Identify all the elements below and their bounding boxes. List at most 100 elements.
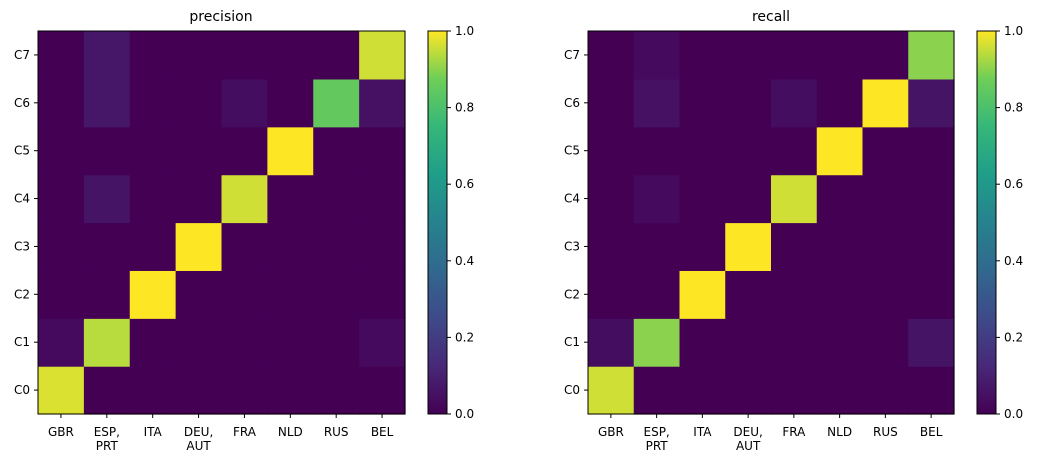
heatmap-cell xyxy=(725,174,772,224)
heatmap-cell xyxy=(359,318,406,367)
heatmap-cell xyxy=(83,78,131,128)
heatmap-cell xyxy=(771,366,818,415)
heatmap-cell xyxy=(38,270,85,319)
x-tick-label: RUS xyxy=(324,425,349,439)
x-tick-label: BEL xyxy=(371,425,394,439)
heatmap-cell xyxy=(862,31,909,80)
heatmap-cell xyxy=(679,366,726,415)
heatmap-cell xyxy=(862,78,909,128)
heatmap-cell xyxy=(129,126,177,176)
heatmap-cell xyxy=(862,270,909,319)
colorbar xyxy=(976,30,997,415)
heatmap-cell xyxy=(129,318,177,367)
x-tick-label: NLD xyxy=(278,425,303,439)
heatmap-cell xyxy=(588,126,635,176)
heatmap-cell xyxy=(267,174,314,224)
x-tick-label: DEU, AUT xyxy=(184,425,213,453)
heatmap-cell xyxy=(38,366,85,415)
heatmap-cell xyxy=(38,31,85,80)
heatmap-cell xyxy=(633,222,681,271)
heatmap-cell xyxy=(679,174,726,224)
x-axis-ticks: GBR ESP, PRT ITA DEU, AUT FRA NLD RUS BEL xyxy=(48,414,394,453)
colorbar-tick-label: 0.0 xyxy=(455,407,474,421)
heatmap-cell xyxy=(359,222,406,271)
y-tick-label: C6 xyxy=(564,96,580,110)
heatmap-cell xyxy=(129,78,177,128)
y-tick-label: C5 xyxy=(14,144,30,158)
heatmap-cell xyxy=(771,31,818,80)
heatmap-cell xyxy=(633,174,681,224)
heatmap-cell xyxy=(359,31,406,80)
heatmap-cell xyxy=(633,366,681,415)
heatmap-cell xyxy=(175,78,223,128)
heatmap-cell xyxy=(771,78,818,128)
y-tick-label: C7 xyxy=(14,48,30,62)
heatmap-cell xyxy=(313,126,360,176)
heatmap-cell xyxy=(679,222,726,271)
x-tick-label: RUS xyxy=(873,425,898,439)
colorbar-tick-label: 0.2 xyxy=(455,330,474,344)
colorbar-tick-label: 0.8 xyxy=(455,101,474,115)
heatmap-cell xyxy=(359,126,406,176)
heatmap-cell xyxy=(175,31,223,80)
heatmap-cell xyxy=(267,222,314,271)
plot-frame xyxy=(37,30,406,415)
y-tick-label: C2 xyxy=(564,287,580,301)
heatmap-cell xyxy=(83,174,131,224)
heatmap-cell xyxy=(175,318,223,367)
heatmap-cell xyxy=(221,270,268,319)
heatmap-cell xyxy=(313,222,360,271)
heatmap-cell xyxy=(679,270,726,319)
heatmap-cell xyxy=(816,174,864,224)
x-tick-label: ESP, PRT xyxy=(644,425,670,453)
heatmap-cell xyxy=(771,270,818,319)
x-tick-label: FRA xyxy=(233,425,257,439)
heatmap-cell xyxy=(38,222,85,271)
heatmap-cell xyxy=(908,31,955,80)
heatmap-cell xyxy=(38,78,85,128)
heatmap-cell xyxy=(588,318,635,367)
heatmap-cell xyxy=(313,318,360,367)
y-axis-ticks: C0 C1 C2 C3 C4 C5 C6 C7 xyxy=(14,48,38,397)
heatmap-cell xyxy=(862,222,909,271)
x-tick-label: GBR xyxy=(598,425,624,439)
heatmap-cell xyxy=(221,31,268,80)
heatmap-cell xyxy=(679,318,726,367)
plot-frame xyxy=(587,30,955,415)
heatmap-cell xyxy=(129,222,177,271)
heatmap-cell xyxy=(267,31,314,80)
y-tick-label: C0 xyxy=(14,383,30,397)
colorbar-tick-label: 1.0 xyxy=(1004,24,1023,38)
colorbar-ticks: 0.0 0.2 0.4 0.6 0.8 1.0 xyxy=(996,24,1023,421)
colorbar-tick-label: 0.8 xyxy=(1004,101,1023,115)
heatmap-cell xyxy=(38,174,85,224)
heatmap-cell xyxy=(83,126,131,176)
heatmap-cell xyxy=(175,270,223,319)
heatmap-cell xyxy=(313,174,360,224)
colorbar-ticks: 0.0 0.2 0.4 0.6 0.8 1.0 xyxy=(447,24,474,421)
heatmap-cell xyxy=(725,126,772,176)
heatmap-cell xyxy=(38,126,85,176)
heatmap-cell xyxy=(267,318,314,367)
heatmap-cell xyxy=(83,318,131,367)
heatmap-cell xyxy=(359,270,406,319)
heatmap-cell xyxy=(175,174,223,224)
heatmap-cell xyxy=(908,318,955,367)
y-tick-label: C4 xyxy=(564,192,580,206)
y-tick-label: C3 xyxy=(14,239,30,253)
heatmap-cell xyxy=(83,270,131,319)
heatmap-cell xyxy=(633,270,681,319)
heatmap-cell xyxy=(908,270,955,319)
colorbar-tick-label: 0.6 xyxy=(1004,177,1023,191)
heatmap-cell xyxy=(267,78,314,128)
x-tick-label: BEL xyxy=(920,425,943,439)
colorbar-tick-label: 0.6 xyxy=(455,177,474,191)
y-tick-label: C3 xyxy=(564,239,580,253)
heatmap-cell xyxy=(633,78,681,128)
colorbar-tick-label: 0.0 xyxy=(1004,407,1023,421)
y-tick-label: C0 xyxy=(564,383,580,397)
heatmap-cell xyxy=(725,270,772,319)
x-axis-ticks: GBR ESP, PRT ITA DEU, AUT FRA NLD RUS BEL xyxy=(598,414,943,453)
